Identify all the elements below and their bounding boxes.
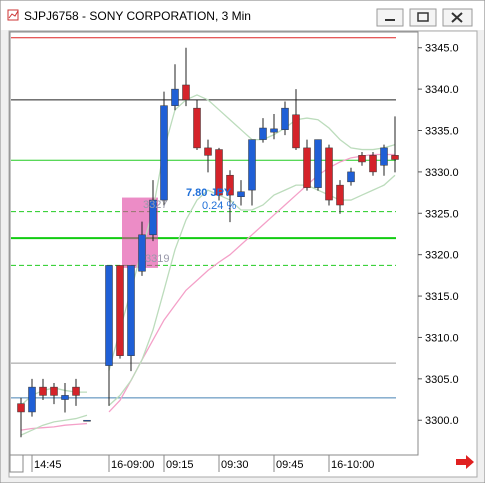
candle-body	[270, 128, 278, 133]
candle-body	[314, 139, 322, 188]
indicator-line	[20, 174, 396, 436]
indicator-line	[20, 153, 395, 431]
candle-body	[259, 127, 267, 140]
y-tick-label: 3310.0	[425, 332, 459, 344]
candle-body	[303, 147, 311, 188]
candle-body	[226, 174, 234, 196]
y-tick-label: 3325.0	[425, 208, 459, 220]
scroll-box[interactable]	[9, 454, 24, 473]
candle-body	[50, 386, 58, 396]
annotation: 3327	[143, 199, 167, 211]
candle-body	[61, 395, 69, 400]
candle-body	[116, 265, 124, 356]
candle-body	[248, 139, 256, 191]
candle-body	[39, 386, 47, 396]
candle-body	[149, 199, 157, 236]
app-icon-line	[8, 10, 19, 19]
x-tick-label: 16-10:00	[331, 459, 374, 471]
plot: 3300.0 3305.0 3310.0 3315.0 3320.0 3325.0 3330…	[11, 37, 459, 472]
y-tick-label: 3320.0	[425, 250, 459, 262]
x-tick-label: 09:15	[166, 459, 194, 471]
candle-body	[358, 155, 366, 163]
y-tick-label: 3305.0	[425, 374, 459, 386]
close-button[interactable]	[442, 8, 473, 27]
candle-body	[72, 386, 80, 396]
window-title: SJPJ6758 - SONY CORPORATION, 3 Min	[24, 9, 251, 23]
annotation: 0.24 %	[202, 200, 236, 212]
y-tick-label: 3345.0	[425, 43, 459, 55]
candle-body	[215, 149, 223, 196]
x-tick-label: 14:45	[34, 459, 62, 471]
candle-body	[193, 107, 201, 149]
x-tick-label: 16-09:00	[111, 459, 154, 471]
candle-body	[281, 107, 289, 130]
candle-body	[336, 184, 344, 206]
y-tick-label: 3340.0	[425, 84, 459, 96]
plot-area	[9, 31, 419, 456]
minimize-button[interactable]	[376, 8, 404, 27]
candle-body	[138, 234, 146, 272]
candle-body	[292, 114, 300, 149]
candle-body	[83, 419, 91, 422]
candle-body	[325, 147, 333, 201]
candle-body	[380, 147, 388, 166]
candle-body	[105, 265, 113, 366]
candle-body	[127, 265, 135, 356]
candle-body	[237, 191, 245, 197]
y-tick-label: 3330.0	[425, 167, 459, 179]
y-tick-label: 3315.0	[425, 291, 459, 303]
candle-body	[171, 88, 179, 106]
candle-body	[17, 403, 25, 413]
candle-body	[28, 386, 36, 413]
x-tick-label: 09:45	[276, 459, 304, 471]
candle-body	[369, 155, 377, 173]
annotation: 3319	[145, 253, 169, 265]
x-tick-label: 09:30	[221, 459, 249, 471]
candle-body	[182, 84, 190, 101]
candle-body	[347, 171, 355, 183]
candle-body	[204, 147, 212, 156]
scroll-arrow[interactable]	[456, 455, 474, 469]
y-tick-label: 3300.0	[425, 415, 459, 427]
maximize-button[interactable]	[409, 8, 437, 27]
y-tick-label: 3335.0	[425, 126, 459, 138]
annotation: 7.80 JPY	[186, 187, 232, 199]
candle-body	[160, 105, 168, 201]
candle-body	[391, 155, 399, 160]
